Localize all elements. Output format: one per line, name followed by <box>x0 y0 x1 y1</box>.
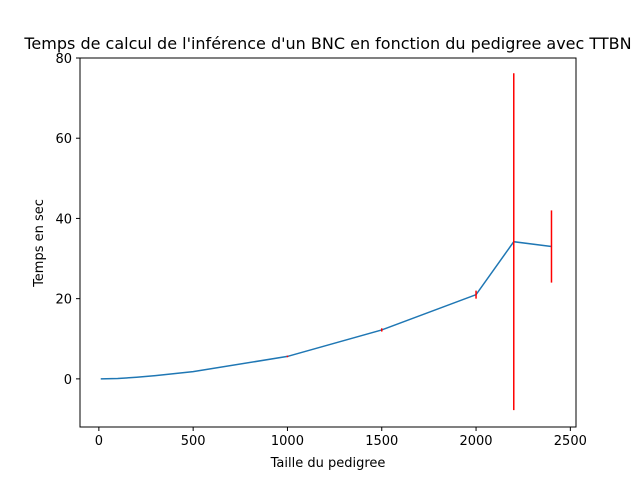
y-tick-label-3: 60 <box>55 132 72 147</box>
x-tick-label-0: 0 <box>95 434 103 449</box>
y-tick-label-1: 20 <box>55 293 72 308</box>
y-axis-label: Temps en sec <box>32 199 47 288</box>
x-tick-label-2: 1000 <box>271 434 304 449</box>
x-axis-label: Taille du pedigree <box>270 456 386 471</box>
x-tick-label-3: 1500 <box>365 434 398 449</box>
y-tick-label-2: 40 <box>55 212 72 227</box>
axes-frame <box>79 57 577 428</box>
x-tick-label-1: 500 <box>181 434 206 449</box>
series-0-line <box>100 240 552 380</box>
x-tick-label-4: 2000 <box>459 434 492 449</box>
y-tick-label-0: 0 <box>64 373 72 388</box>
y-tick-label-4: 80 <box>55 52 72 67</box>
plot-area: 0 500 1000 1500 2000 2500 0 20 40 60 80 <box>55 52 586 449</box>
chart-title: Temps de calcul de l'inférence d'un BNC … <box>23 34 631 53</box>
x-tick-label-5: 2500 <box>554 434 587 449</box>
